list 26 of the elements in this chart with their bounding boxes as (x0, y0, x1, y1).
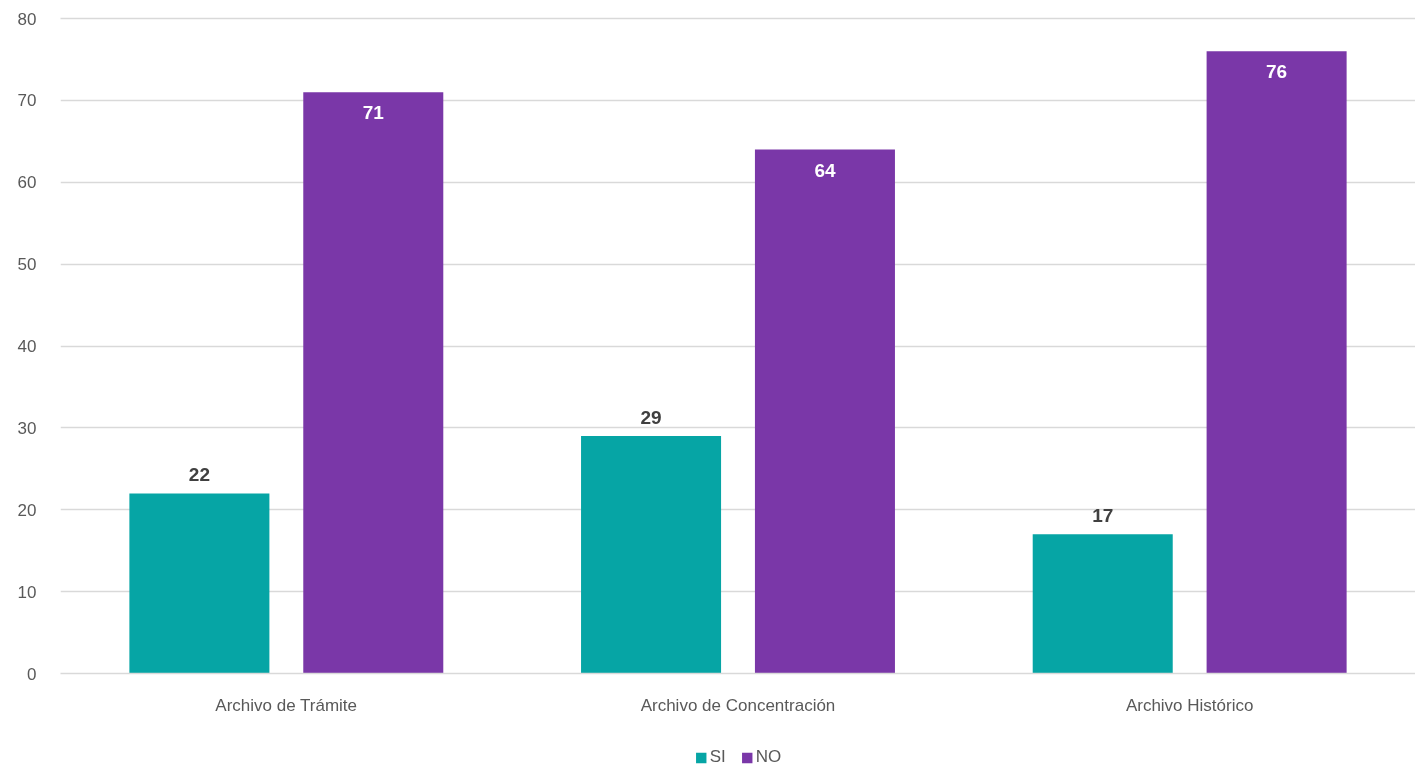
bar (1032, 534, 1173, 674)
y-tick-label: 80 (17, 9, 37, 29)
data-label: 64 (814, 159, 836, 181)
data-label: 17 (1092, 505, 1114, 527)
data-label: 29 (640, 407, 662, 429)
y-tick-label: 60 (17, 173, 37, 193)
bar (581, 436, 722, 674)
bar (129, 493, 270, 674)
legend-label: NO (755, 747, 782, 767)
bar (1206, 51, 1347, 674)
y-tick-label: 0 (27, 664, 37, 684)
y-tick-label: 50 (17, 255, 37, 275)
bar (303, 92, 444, 674)
y-tick-label: 20 (17, 500, 37, 520)
data-label: 71 (362, 102, 385, 124)
x-tick-label: Archivo de Trámite (215, 695, 358, 715)
y-tick-label: 40 (17, 337, 37, 356)
y-tick-label: 30 (17, 418, 37, 438)
y-tick-label: 70 (17, 91, 37, 111)
data-label: 22 (188, 464, 210, 486)
x-tick-label: Archivo Histórico (1125, 695, 1254, 715)
data-label: 76 (1266, 61, 1288, 83)
x-tick-label: Archivo de Concentración (640, 695, 836, 715)
bar (754, 149, 895, 674)
y-tick-label: 10 (17, 582, 37, 602)
legend-label: SI (709, 747, 727, 767)
